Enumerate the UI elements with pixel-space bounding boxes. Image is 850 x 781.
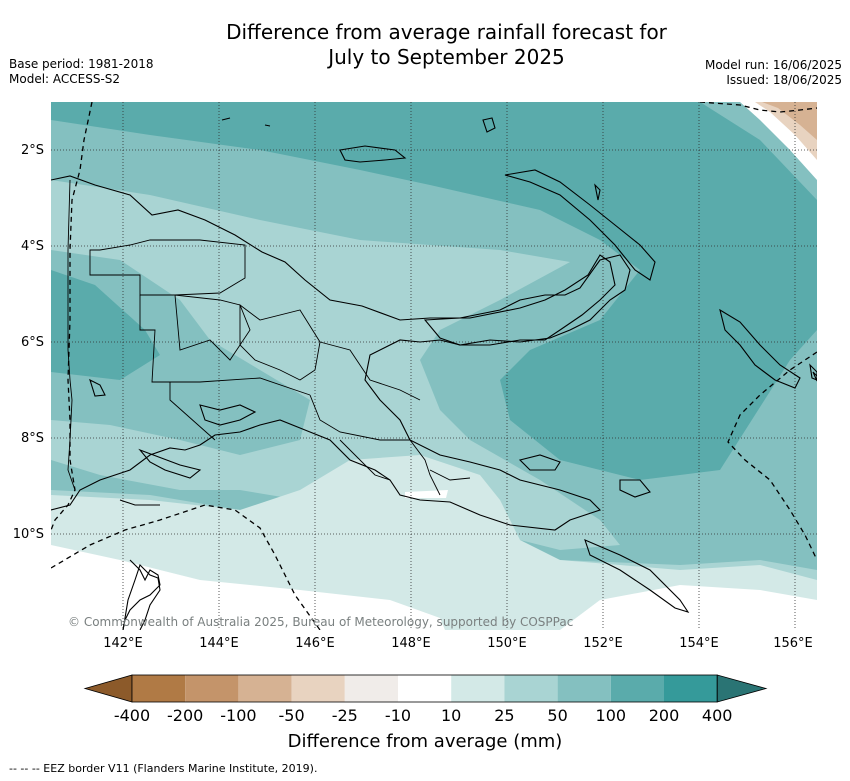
- lat-label-8s: 8°S: [20, 431, 44, 446]
- island-east: [812, 371, 817, 382]
- colorbar-swatch: [185, 675, 239, 702]
- colorbar-outline: [131, 674, 718, 703]
- colorbar-swatch: [557, 675, 611, 702]
- model-info: Base period: 1981-2018 Model: ACCESS-S2: [9, 57, 154, 87]
- colorbar-tick-label: 400: [701, 706, 733, 725]
- new-ireland: [504, 169, 656, 281]
- islands-nw: [482, 117, 496, 133]
- colorbar-swatch: [451, 675, 505, 702]
- louisiade: [584, 539, 690, 613]
- colorbar-swatch: [504, 675, 558, 702]
- eez-legend-note: -- -- -- EEZ border V11 (Flanders Marine…: [9, 762, 318, 775]
- title-line-2: July to September 2025: [328, 45, 565, 69]
- bougainville-2: [809, 363, 817, 381]
- dentrecasteaux: [518, 454, 561, 471]
- colorbar-tick-label: 25: [494, 706, 515, 725]
- region-white-strip: [405, 490, 448, 498]
- region-c100-200-north: [51, 102, 817, 480]
- colorbar-swatch: [132, 675, 186, 702]
- colorbar: [83, 674, 768, 703]
- lat-label-10s: 10°S: [12, 527, 44, 542]
- lon-label-150e: 150°E: [487, 636, 527, 651]
- lon-label-148e: 148°E: [391, 636, 431, 651]
- region-c25-50: [51, 180, 620, 550]
- colorbar-swatch: [238, 675, 292, 702]
- lon-label-146e: 146°E: [295, 636, 335, 651]
- torres-strait: [119, 499, 161, 630]
- eez-ne: [699, 102, 817, 113]
- png-mainland-coast: [51, 175, 616, 531]
- lon-label-152e: 152°E: [583, 636, 623, 651]
- border-morobe: [319, 341, 421, 401]
- colorbar-swatches: [83, 674, 768, 703]
- border-indonesia-png: [67, 179, 76, 491]
- region-ne-dry-med: [762, 102, 817, 140]
- colorbar-tick-label: 50: [547, 706, 568, 725]
- model-name: Model: ACCESS-S2: [9, 72, 121, 86]
- lon-label-144e: 144°E: [199, 636, 239, 651]
- colorbar-tick-label: -400: [113, 706, 151, 725]
- border-central: [309, 394, 441, 496]
- border-chimbu: [239, 304, 321, 381]
- region-white-south: [51, 545, 445, 630]
- colorbar-tick-label: 100: [595, 706, 627, 725]
- manus: [339, 145, 407, 163]
- copyright-notice: © Commonwealth of Australia 2025, Bureau…: [68, 615, 574, 629]
- region-white-se: [560, 585, 817, 630]
- colorbar-arrow-low: [83, 674, 133, 703]
- region-c100-200-west: [51, 270, 160, 380]
- colorbar-arrow-high: [716, 674, 768, 703]
- lon-label-156e: 156°E: [773, 636, 813, 651]
- colorbar-swatch: [291, 675, 345, 702]
- colorbar-tick-label: -25: [331, 706, 358, 725]
- colorbar-tick-label: 200: [648, 706, 680, 725]
- lon-label-154e: 154°E: [679, 636, 719, 651]
- border-milne: [429, 469, 471, 481]
- provincial-borders: [67, 179, 471, 496]
- eez-borders: [51, 102, 817, 630]
- fly-delta: [199, 404, 257, 426]
- colorbar-swatch: [344, 675, 398, 702]
- base-period: Base period: 1981-2018: [9, 57, 154, 71]
- cape-york: [122, 563, 161, 630]
- lon-label-142e: 142°E: [103, 636, 143, 651]
- colorbar-tick-label: -50: [278, 706, 305, 725]
- colorbar-tick-label: 10: [441, 706, 462, 725]
- border-gulf-west: [169, 382, 216, 441]
- colorbar-swatch: [398, 675, 452, 702]
- colorbar-tick-label: -100: [220, 706, 257, 725]
- woodlark: [619, 479, 651, 498]
- contour-fill: [51, 102, 817, 630]
- colorbar-tick-label: -200: [167, 706, 204, 725]
- rainfall-map: [51, 102, 817, 630]
- lat-label-2s: 2°S: [20, 143, 44, 158]
- eez-png-australia: [51, 504, 321, 630]
- border-southern-highlands: [139, 295, 311, 396]
- eez-png-indonesia: [51, 102, 93, 531]
- new-britain: [423, 254, 631, 346]
- colorbar-swatch: [664, 675, 718, 702]
- south-coast-islands: [138, 448, 202, 479]
- lat-label-4s: 4°S: [20, 239, 44, 254]
- bougainville: [719, 308, 801, 389]
- title-line-1: Difference from average rainfall forecas…: [226, 20, 667, 44]
- islands-north: [221, 117, 601, 201]
- run-info: Model run: 16/06/2025 Issued: 18/06/2025: [705, 58, 842, 88]
- colorbar-title: Difference from average (mm): [287, 731, 563, 752]
- lat-label-6s: 6°S: [20, 335, 44, 350]
- colorbar-swatch: [610, 675, 664, 702]
- map-title: Difference from average rainfall forecas…: [0, 20, 850, 70]
- border-oro: [339, 439, 391, 481]
- eez-solomons: [727, 351, 817, 561]
- lake-murray: [89, 378, 106, 397]
- colorbar-tick-label: -10: [384, 706, 412, 725]
- model-run: Model run: 16/06/2025: [704, 58, 842, 72]
- coastlines: [51, 117, 817, 630]
- issued-date: Issued: 18/06/2025: [726, 73, 842, 87]
- gridlines: [51, 102, 817, 630]
- border-sandaun: [89, 239, 246, 296]
